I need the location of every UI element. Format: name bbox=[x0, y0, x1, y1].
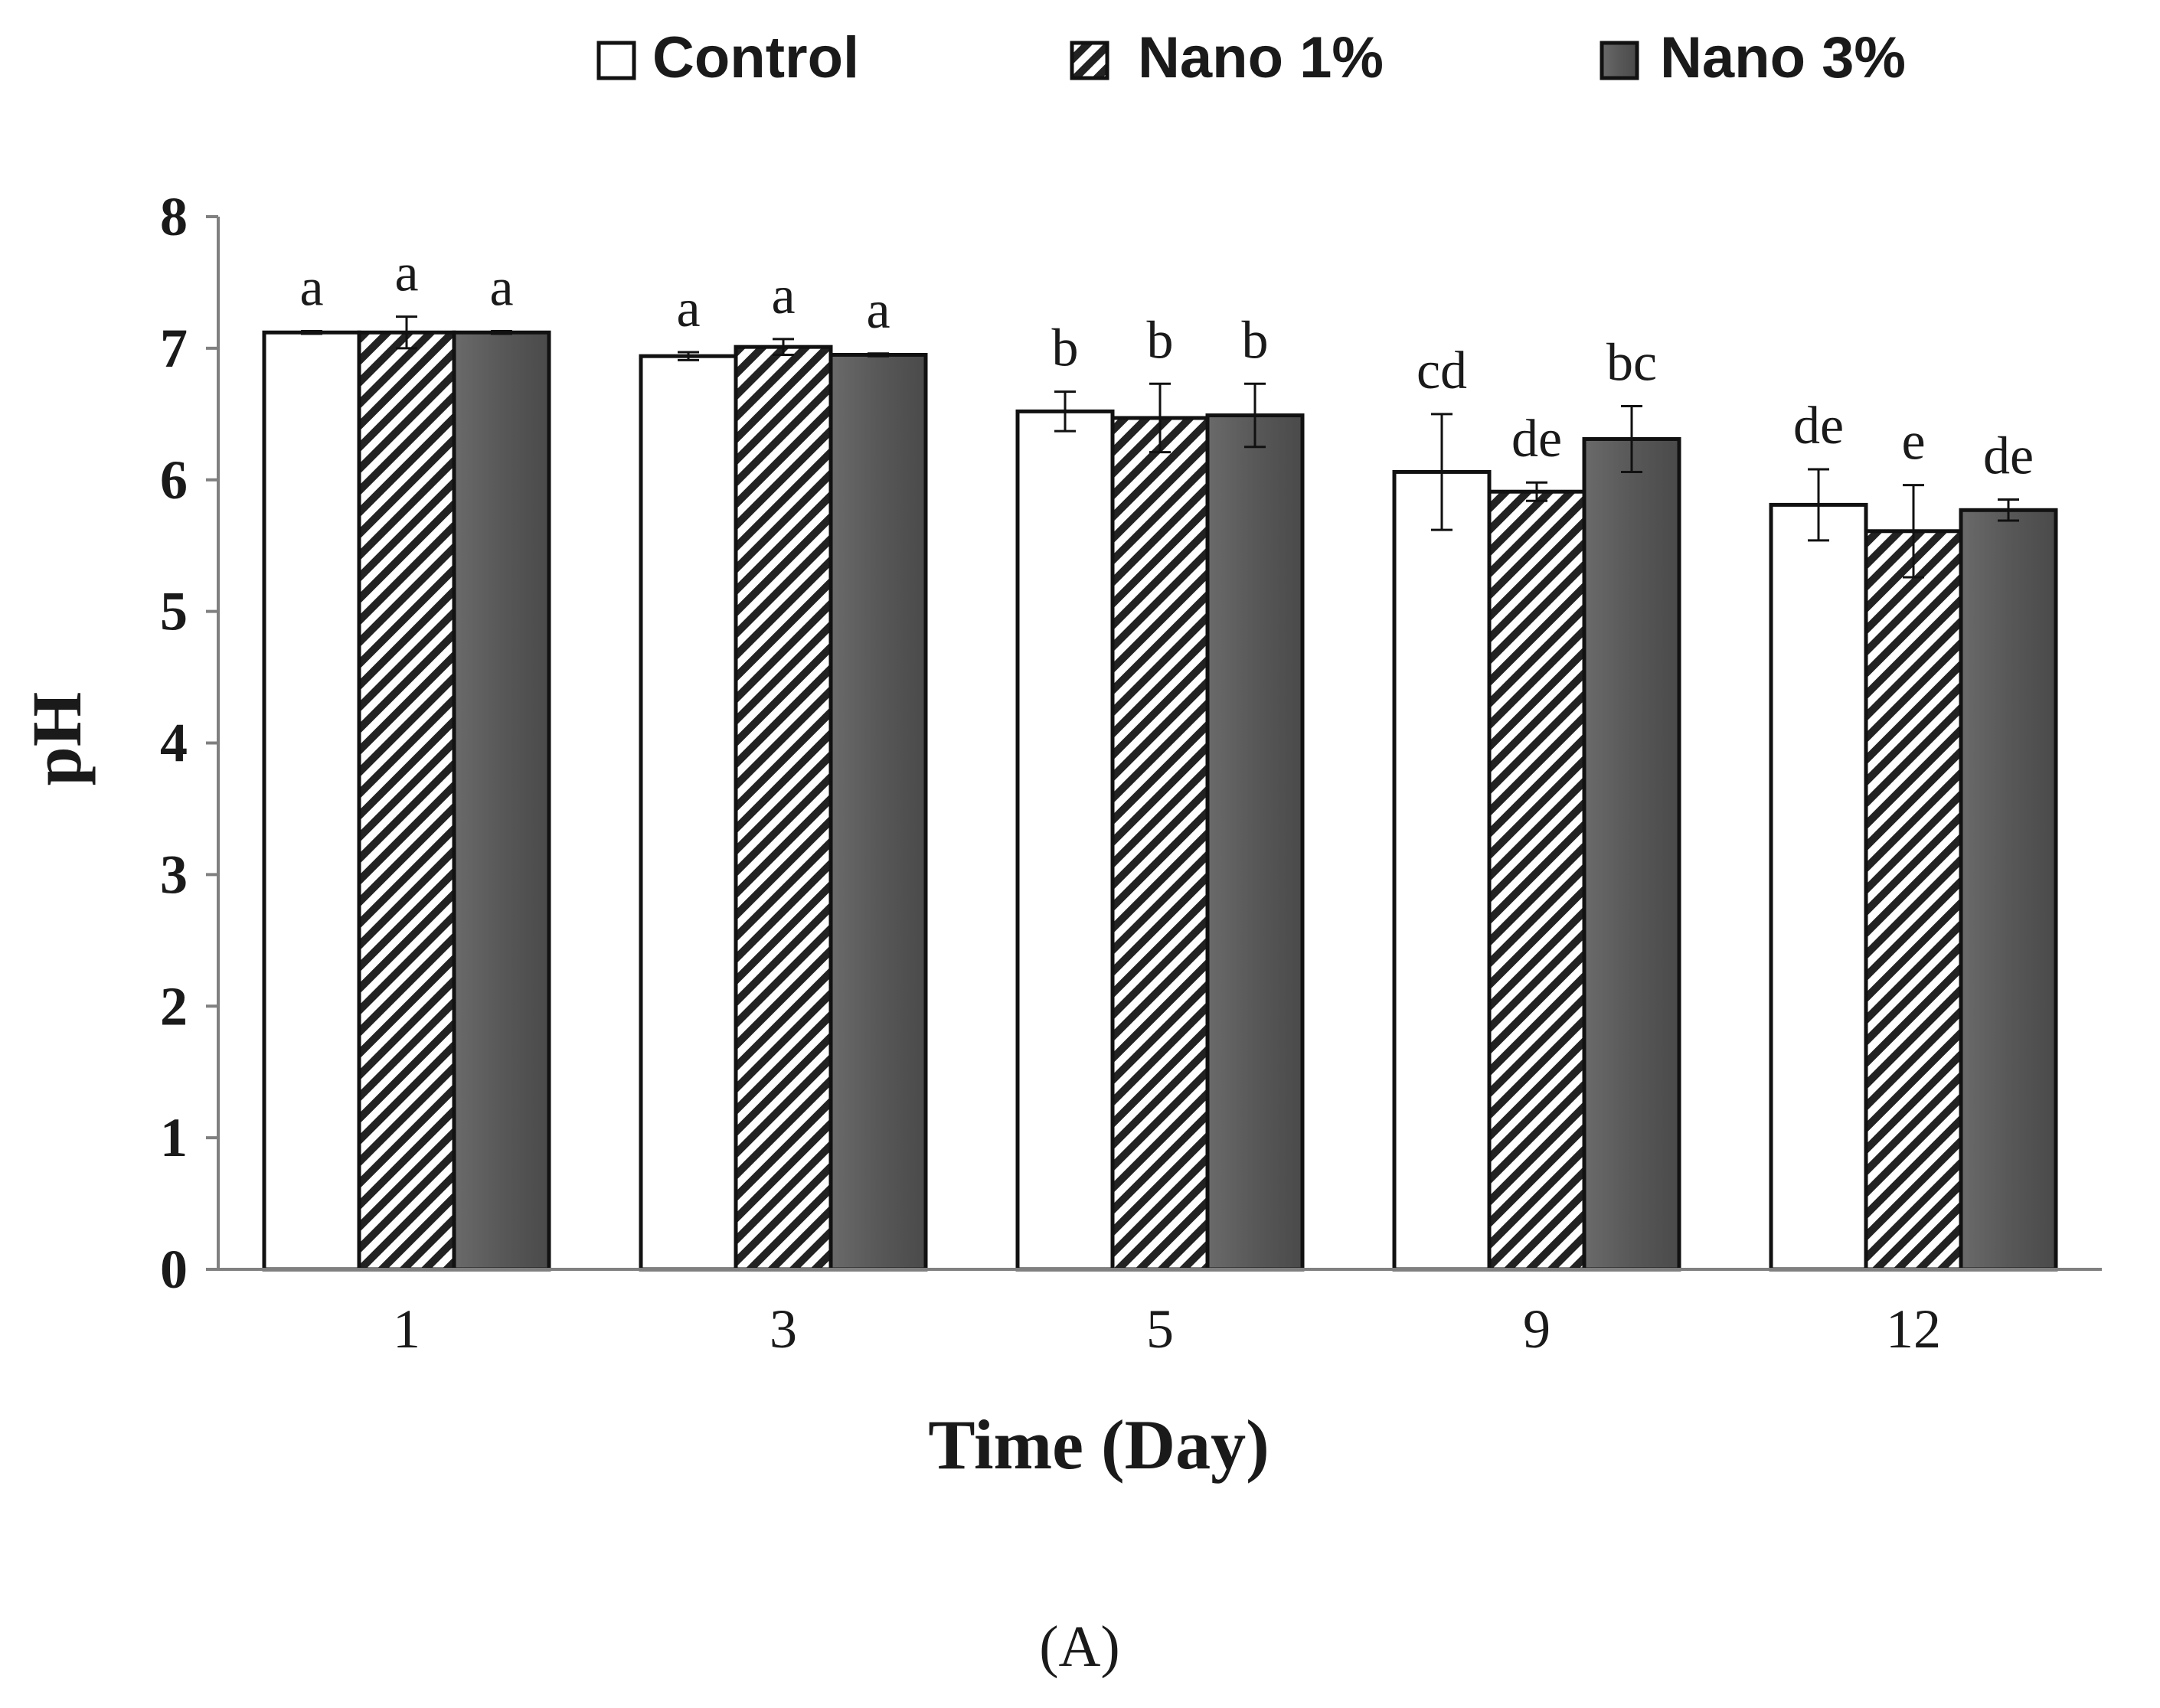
bar-control-day-9 bbox=[1392, 469, 1492, 1272]
bar-nano-1-day-9 bbox=[1487, 489, 1587, 1272]
legend-item-nano-3: Nano 3% bbox=[1600, 25, 1906, 90]
significance-letter: b bbox=[1147, 311, 1174, 370]
y-tick-label: 6 bbox=[160, 449, 188, 511]
bar-control-day-12 bbox=[1769, 502, 1868, 1272]
significance-letter: de bbox=[1983, 427, 2034, 486]
y-tick-label: 1 bbox=[160, 1107, 188, 1168]
significance-letter: de bbox=[1793, 397, 1844, 456]
legend-swatch-nano-3 bbox=[1600, 41, 1639, 80]
bar-nano-3-day-1 bbox=[452, 330, 551, 1272]
bar-nano-3-day-3 bbox=[828, 352, 928, 1272]
x-tick-label: 9 bbox=[1523, 1298, 1551, 1360]
panel-label: (A) bbox=[1039, 1615, 1120, 1679]
significance-letter: a bbox=[299, 259, 323, 318]
y-tick-label: 3 bbox=[160, 844, 188, 905]
y-axis-title: pH bbox=[18, 692, 96, 786]
bar-control-day-3 bbox=[639, 354, 738, 1272]
significance-letter: a bbox=[771, 266, 795, 325]
bar-control-day-1 bbox=[262, 330, 361, 1272]
x-axis-title: Time (Day) bbox=[928, 1406, 1269, 1484]
significance-letter: a bbox=[866, 281, 890, 340]
y-tick-label: 7 bbox=[160, 318, 188, 379]
legend: Control Nano 1% Nano 3% bbox=[596, 25, 1906, 90]
legend-item-nano-1: Nano 1% bbox=[1070, 25, 1384, 90]
legend-label-nano-1: Nano 1% bbox=[1138, 25, 1384, 90]
significance-letter: cd bbox=[1417, 341, 1467, 400]
bar-nano-1-day-5 bbox=[1110, 416, 1210, 1272]
legend-swatch-control bbox=[596, 41, 636, 80]
legend-item-control: Control bbox=[596, 25, 859, 90]
y-tick-label: 0 bbox=[160, 1239, 188, 1300]
bar-nano-1-day-12 bbox=[1864, 529, 1963, 1272]
bar-control-day-5 bbox=[1015, 409, 1115, 1272]
legend-label-control: Control bbox=[652, 25, 859, 90]
y-tick-label: 4 bbox=[160, 713, 188, 774]
y-tick-label: 8 bbox=[160, 186, 188, 247]
bar-nano-1-day-1 bbox=[357, 330, 456, 1272]
y-tick-label: 5 bbox=[160, 581, 188, 642]
bar-nano-3-day-12 bbox=[1959, 508, 2058, 1272]
significance-letter: e bbox=[1901, 413, 1925, 472]
significance-letter: b bbox=[1242, 311, 1269, 370]
significance-letter: a bbox=[489, 259, 513, 318]
significance-letter: a bbox=[394, 244, 418, 303]
significance-letter: b bbox=[1052, 319, 1079, 378]
x-tick-label: 12 bbox=[1886, 1298, 1941, 1360]
significance-letter: de bbox=[1511, 410, 1562, 469]
bar-nano-3-day-5 bbox=[1205, 413, 1305, 1272]
significance-letter: a bbox=[676, 279, 700, 338]
bar-nano-3-day-9 bbox=[1582, 436, 1681, 1272]
bar-nano-1-day-3 bbox=[734, 345, 833, 1272]
significance-letter: bc bbox=[1606, 334, 1657, 393]
x-tick-label: 5 bbox=[1146, 1298, 1174, 1360]
x-tick-label: 3 bbox=[770, 1298, 797, 1360]
x-tick-label: 1 bbox=[393, 1298, 420, 1360]
legend-label-nano-3: Nano 3% bbox=[1660, 25, 1906, 90]
y-tick-label: 2 bbox=[160, 975, 188, 1037]
legend-swatch-nano-1 bbox=[1070, 41, 1109, 80]
